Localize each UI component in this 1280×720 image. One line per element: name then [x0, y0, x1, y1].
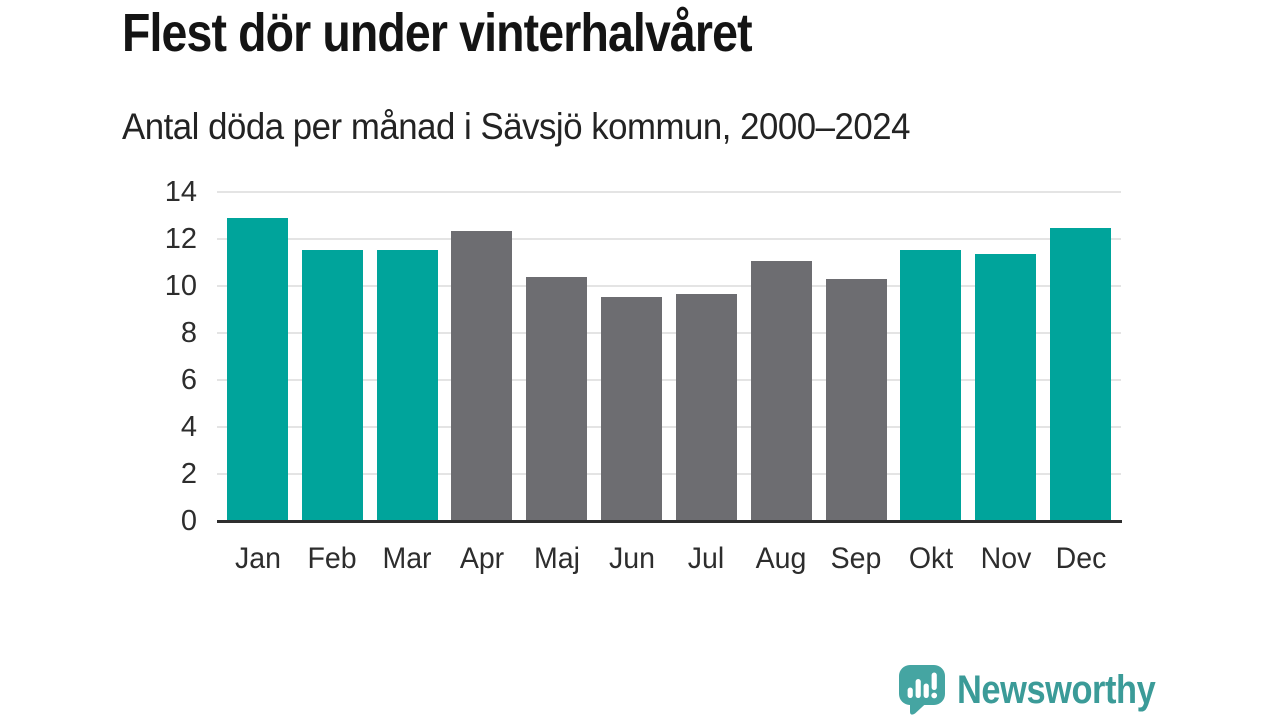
x-tick-label-maj: Maj [533, 542, 580, 575]
x-tick-label-jan: Jan [234, 542, 281, 575]
x-axis-line [217, 520, 1122, 523]
x-tick-label-mar: Mar [382, 542, 432, 575]
bar-jan [227, 217, 288, 521]
y-tick-label-10: 10 [164, 270, 197, 302]
gridline-y-6 [217, 379, 1121, 381]
bar-okt [900, 249, 962, 521]
brand-name: Newsworthy [957, 668, 1156, 712]
bar-aug [750, 261, 812, 521]
x-tick-label-apr: Apr [459, 542, 505, 575]
bar-jul [675, 294, 737, 521]
y-tick-label-12: 12 [164, 223, 197, 255]
gridline-y-12 [217, 238, 1121, 240]
x-tick-label-dec: Dec [1055, 542, 1106, 575]
y-tick-label-0: 0 [180, 505, 197, 537]
bar-sep [825, 278, 887, 521]
chart-subtitle: Antal döda per månad i Sävsjö kommun, 20… [122, 106, 911, 147]
x-tick-label-aug: Aug [755, 542, 807, 575]
y-tick-label-8: 8 [180, 317, 197, 349]
bar-feb [301, 249, 363, 521]
bar-chart-plot-area: 0 2 4 6 8 10 12 14 Jan Feb Mar Apr Maj Jun Jul Aug Sep O… [165, 178, 1122, 575]
gridline-y-10 [217, 285, 1121, 287]
y-tick-label-4: 4 [180, 411, 197, 443]
y-tick-label-2: 2 [180, 458, 197, 490]
y-tick-label-14: 14 [164, 176, 197, 208]
gridline-y-8 [217, 332, 1121, 334]
gridline-y-2 [217, 473, 1121, 475]
x-tick-label-feb: Feb [307, 542, 357, 575]
x-tick-label-okt: Okt [908, 542, 954, 575]
bar-jun [601, 296, 663, 521]
logo-bubble-shape [899, 665, 945, 705]
bar-apr [451, 230, 513, 521]
gridline-y-4 [217, 426, 1121, 428]
logo-mini-bars [907, 672, 938, 699]
logo-bubble-tail [910, 702, 928, 715]
y-tick-label-6: 6 [180, 364, 197, 396]
bar-dec [1050, 228, 1111, 521]
newsworthy-branding: Newsworthy [898, 664, 1188, 718]
chart-title: Flest dör under vinterhalvåret [122, 3, 753, 63]
x-tick-label-jun: Jun [608, 542, 655, 575]
x-tick-label-nov: Nov [980, 542, 1032, 575]
bar-maj [526, 276, 588, 521]
newsworthy-logo-icon [899, 665, 945, 715]
bar-mar [376, 249, 438, 521]
x-tick-label-jul: Jul [688, 542, 725, 575]
gridline-y-14 [217, 191, 1121, 193]
x-tick-label-sep: Sep [830, 542, 882, 575]
bar-nov [975, 254, 1037, 521]
